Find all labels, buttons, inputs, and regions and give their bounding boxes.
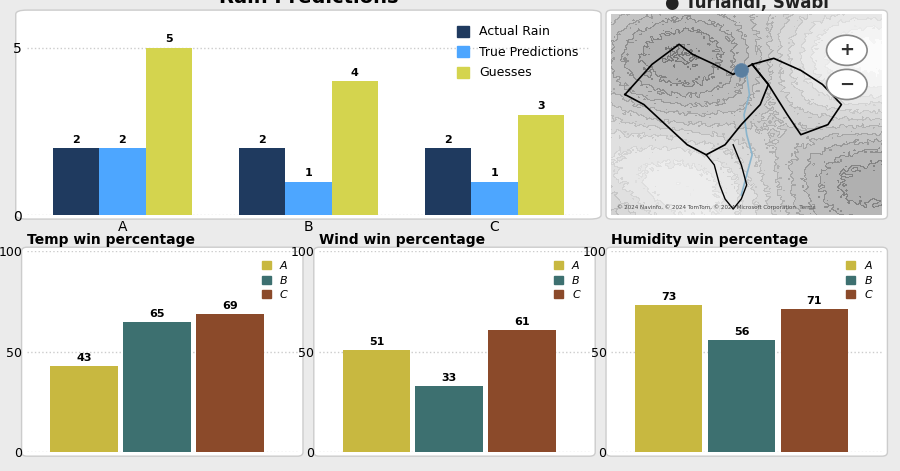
Bar [416, 386, 483, 452]
Bar [285, 182, 331, 215]
Text: 2: 2 [72, 135, 80, 145]
FancyBboxPatch shape [22, 247, 303, 456]
Bar [518, 114, 564, 215]
Bar [146, 48, 192, 215]
FancyBboxPatch shape [606, 10, 887, 219]
Bar [52, 148, 99, 215]
Text: 51: 51 [369, 337, 384, 347]
Text: 2: 2 [258, 135, 265, 145]
Text: +: + [840, 41, 854, 59]
Text: 2: 2 [119, 135, 126, 145]
Text: Humidity win percentage: Humidity win percentage [611, 233, 808, 247]
Bar [331, 81, 378, 215]
Bar [425, 148, 472, 215]
Text: 65: 65 [149, 309, 165, 318]
Text: 5: 5 [165, 34, 173, 44]
Text: 56: 56 [734, 326, 750, 337]
Text: Wind win percentage: Wind win percentage [320, 233, 485, 247]
Text: 71: 71 [806, 296, 822, 307]
Text: 3: 3 [537, 101, 544, 111]
Legend: A, B, C: A, B, C [842, 257, 877, 305]
FancyBboxPatch shape [606, 247, 887, 456]
Text: 33: 33 [442, 373, 457, 383]
Text: 61: 61 [514, 317, 530, 326]
FancyBboxPatch shape [15, 10, 601, 219]
Text: 1: 1 [304, 168, 312, 178]
Bar [196, 314, 264, 452]
Legend: A, B, C: A, B, C [550, 257, 584, 305]
Bar [472, 182, 518, 215]
Bar [707, 340, 775, 452]
Text: −: − [840, 75, 854, 93]
Bar [343, 349, 410, 452]
Bar [634, 306, 703, 452]
Legend: A, B, C: A, B, C [257, 257, 292, 305]
Text: © 2024 Navinfo, © 2024 TomTom, © 2024 Microsoft Corporation  Terms: © 2024 Navinfo, © 2024 TomTom, © 2024 Mi… [616, 204, 815, 210]
Text: ● Turlandi, Swabi: ● Turlandi, Swabi [665, 0, 829, 12]
Title: Rain Predictions: Rain Predictions [219, 0, 398, 7]
Legend: Actual Rain, True Predictions, Guesses: Actual Rain, True Predictions, Guesses [452, 20, 583, 84]
Circle shape [826, 35, 867, 65]
Text: Temp win percentage: Temp win percentage [27, 233, 195, 247]
Bar [489, 330, 556, 452]
Bar [50, 366, 118, 452]
FancyBboxPatch shape [314, 247, 595, 456]
Text: 43: 43 [76, 353, 92, 363]
Text: 69: 69 [222, 300, 238, 310]
Text: 1: 1 [491, 168, 499, 178]
Circle shape [826, 69, 867, 99]
Text: 2: 2 [444, 135, 452, 145]
Bar [238, 148, 285, 215]
Bar [780, 309, 848, 452]
Text: 73: 73 [661, 292, 677, 302]
Bar [123, 322, 191, 452]
Text: 4: 4 [351, 68, 359, 78]
Bar [99, 148, 146, 215]
